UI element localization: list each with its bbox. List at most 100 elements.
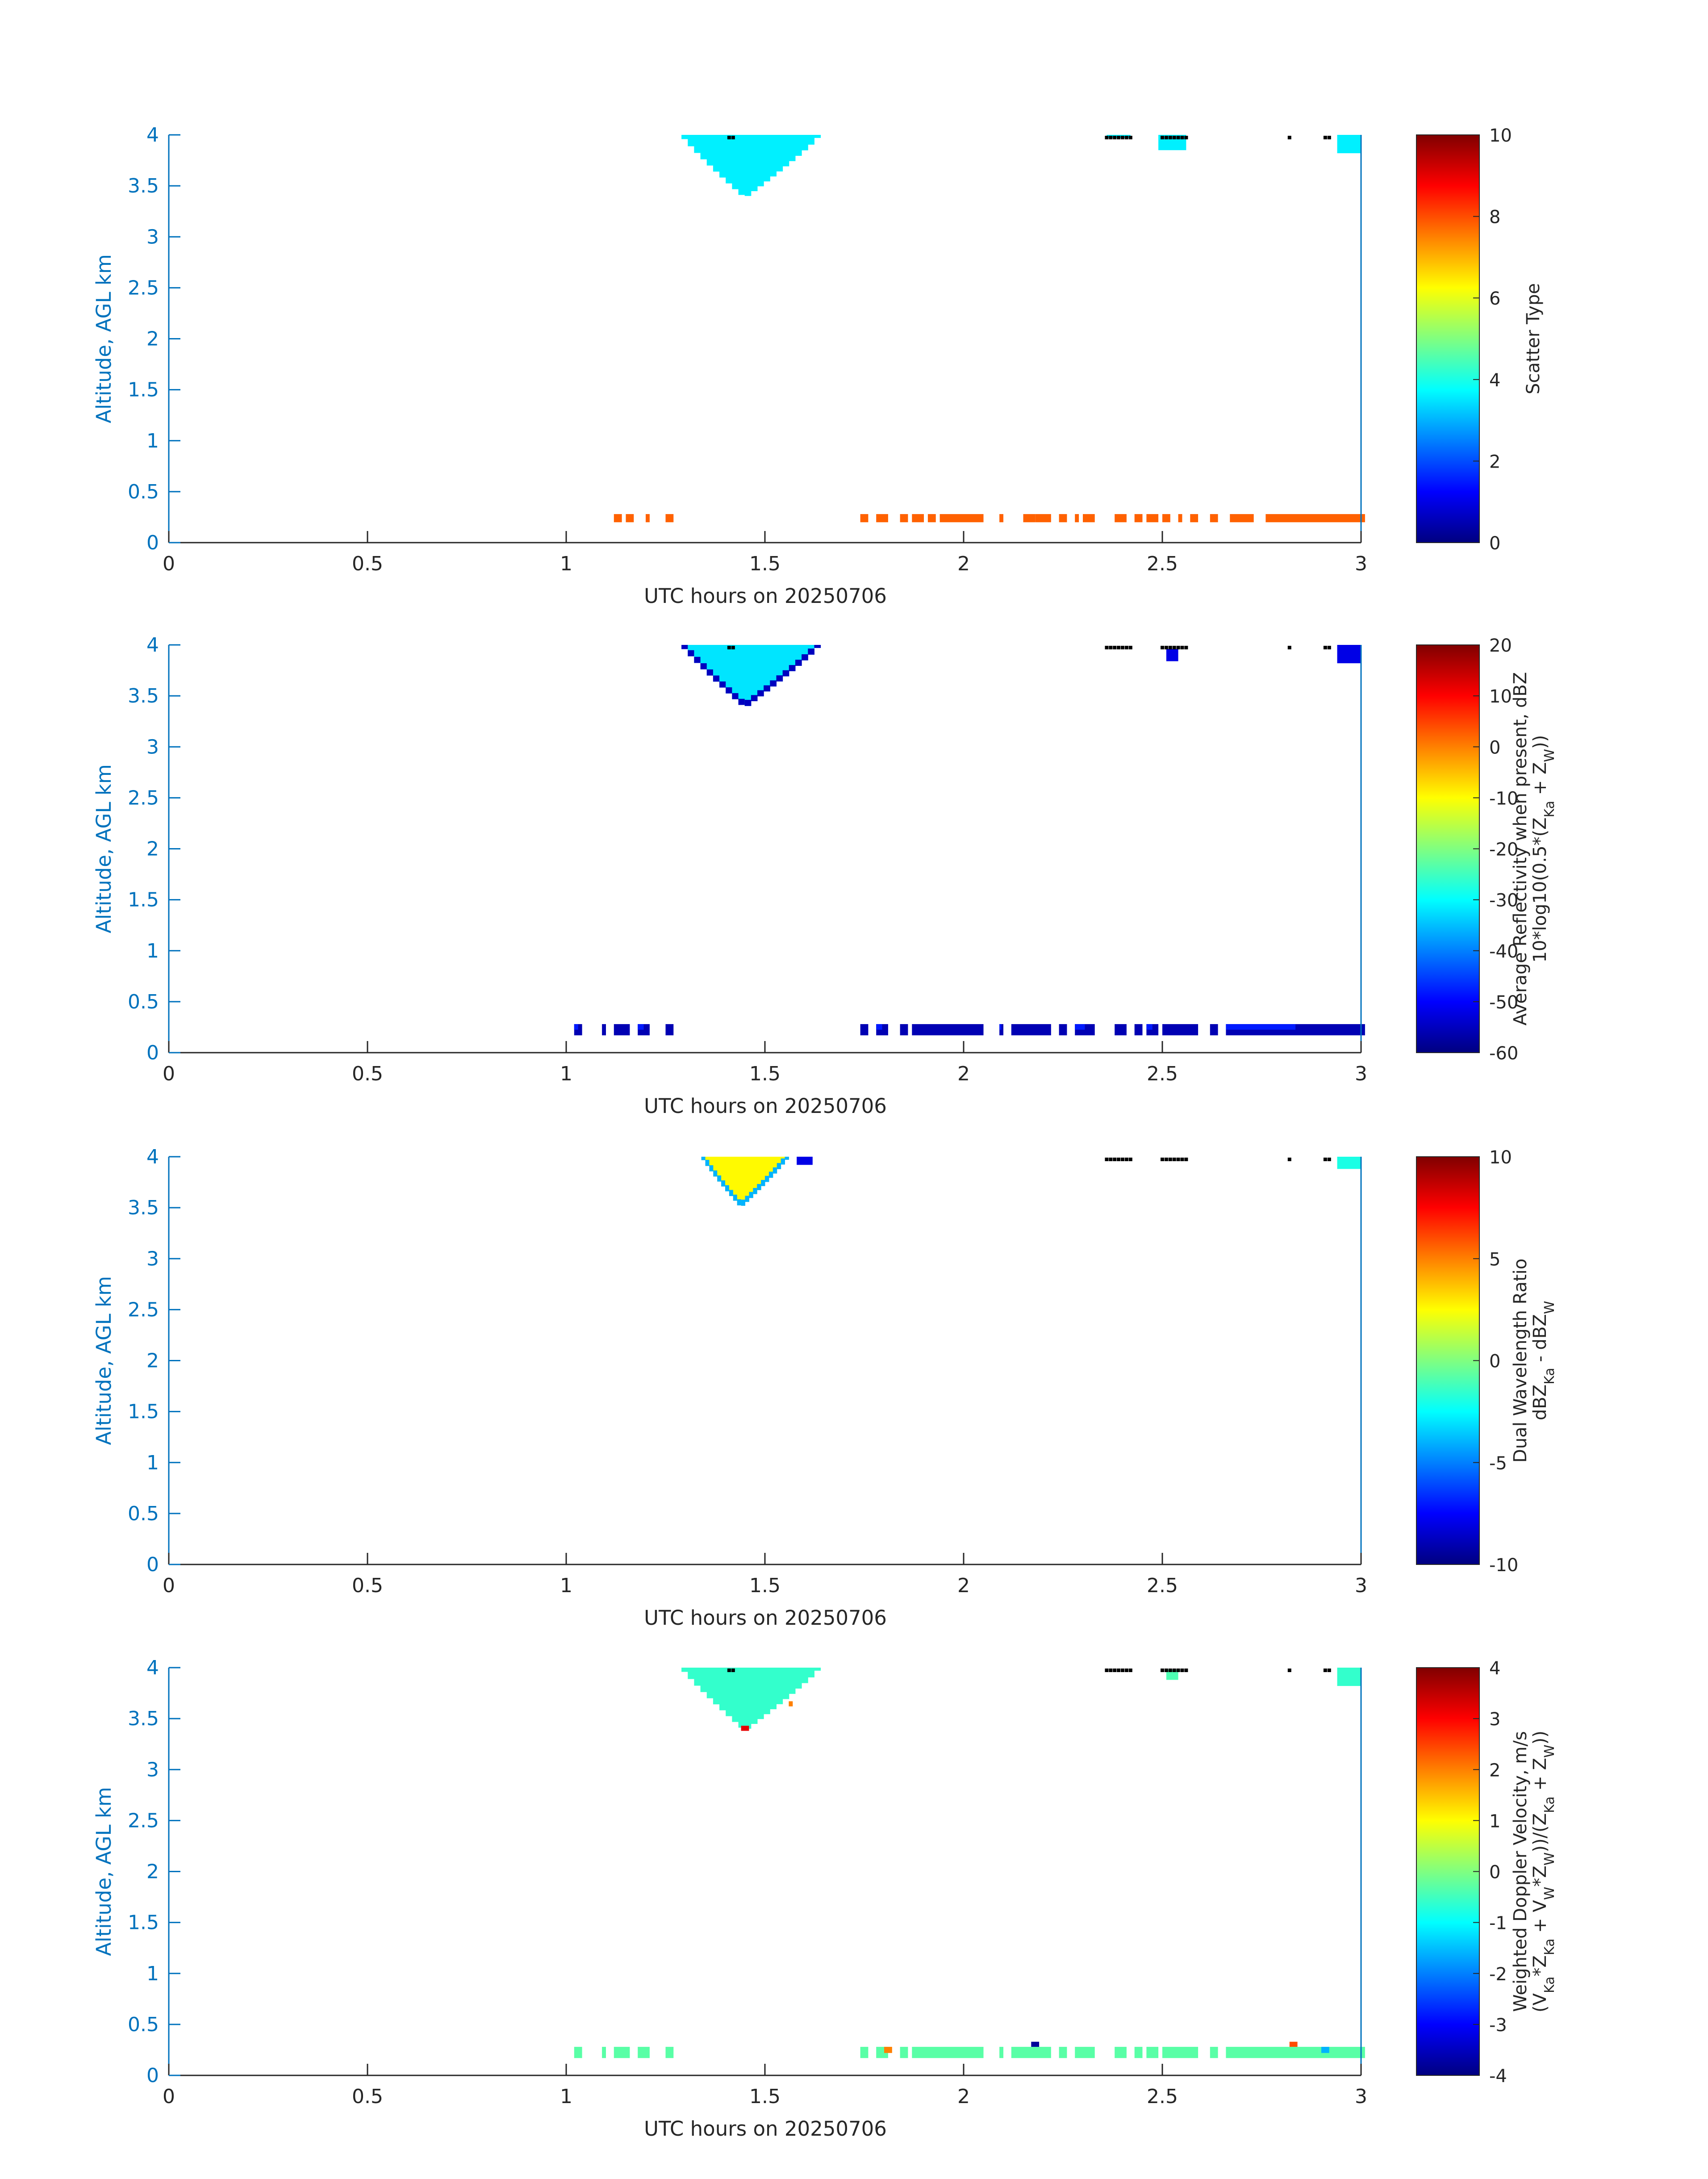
dot-marker xyxy=(1109,136,1113,139)
cloud-column xyxy=(814,135,821,138)
colorbar-label: Average Reflectivity when present, dBZ xyxy=(1510,672,1531,1025)
x-tick-label: 3 xyxy=(1355,1574,1367,1597)
y-tick-label: 0.5 xyxy=(128,2013,159,2036)
x-axis-label: UTC hours on 20250706 xyxy=(644,2117,887,2141)
colorbar-tick-label: -10 xyxy=(1489,788,1518,809)
band-segment xyxy=(1059,514,1067,523)
dot-marker xyxy=(1109,1158,1113,1161)
band-segment xyxy=(927,514,936,523)
cloud-column xyxy=(729,1157,734,1196)
colorbar-tick-label: -2 xyxy=(1489,1964,1507,1985)
echo-cell xyxy=(741,1726,749,1731)
cloud-edge-cell xyxy=(773,1167,777,1174)
band-segment xyxy=(860,514,869,523)
y-tick-label: 2.5 xyxy=(128,786,159,809)
y-tick-label: 4 xyxy=(146,1146,159,1168)
cloud-column xyxy=(744,645,752,706)
dot-marker xyxy=(1323,136,1327,139)
colorbar-tick-label: 0 xyxy=(1489,533,1500,554)
echo-patch xyxy=(1166,649,1178,661)
cloud-column xyxy=(751,645,758,702)
band-segment xyxy=(1115,2047,1127,2058)
cloud-edge-cell xyxy=(757,690,764,697)
dot-marker xyxy=(1117,136,1121,139)
dot-marker xyxy=(727,136,731,139)
cloud-column xyxy=(757,645,764,697)
cloud-edge-cell xyxy=(765,1175,769,1182)
dot-marker xyxy=(1121,646,1124,649)
dot-marker xyxy=(1172,136,1176,139)
cloud-column xyxy=(764,135,770,182)
y-tick-label: 0.5 xyxy=(128,1502,159,1525)
cloud-column xyxy=(753,1157,757,1194)
cloud-edge-cell xyxy=(681,645,688,649)
cloud-column xyxy=(764,1668,770,1715)
colorbar-tick-label: 10 xyxy=(1489,1147,1512,1168)
cloud-edge-cell xyxy=(713,1170,718,1177)
band-segment xyxy=(614,514,622,523)
dot-marker xyxy=(1184,1669,1188,1672)
band-cell xyxy=(1226,1024,1296,1030)
colorbar-tick-label: -4 xyxy=(1489,2066,1507,2087)
cloud-edge-cell xyxy=(721,1180,726,1187)
y-tick-label: 1.5 xyxy=(128,1401,159,1423)
dot-marker xyxy=(1105,136,1109,139)
x-tick-label: 0.5 xyxy=(352,1574,383,1597)
dot-marker xyxy=(1180,1158,1184,1161)
band-segment xyxy=(876,514,888,523)
dot-marker xyxy=(1105,646,1109,649)
cloud-edge-cell xyxy=(737,1199,742,1205)
panel-2: 0 0.5 1 1.5 2 2.5 3 0 0.5 1 1.5 2 2.5 3 3.5 4 UTC hours … xyxy=(92,634,1558,1118)
band-cell xyxy=(876,1024,882,1030)
cloud-column xyxy=(808,135,814,145)
dot-marker xyxy=(727,1669,731,1672)
dot-marker xyxy=(1109,646,1113,649)
cloud-edge-cell xyxy=(700,663,707,669)
band-segment xyxy=(900,2047,908,2058)
y-tick-label: 0.5 xyxy=(128,991,159,1013)
dot-marker xyxy=(1161,646,1164,649)
colorbar xyxy=(1416,1667,1480,2076)
dot-marker xyxy=(1323,1669,1327,1672)
cloud-edge-cell xyxy=(781,1158,785,1165)
cloud-edge-cell xyxy=(757,1184,761,1190)
cloud-column xyxy=(726,645,732,694)
band-segment xyxy=(1210,514,1218,523)
dot-marker xyxy=(1184,136,1188,139)
dot-marker xyxy=(1168,136,1172,139)
y-tick-label: 2 xyxy=(146,1350,159,1372)
echo-patch xyxy=(1337,135,1361,154)
y-tick-label: 1.5 xyxy=(128,379,159,402)
x-tick-label: 0.5 xyxy=(352,552,383,575)
cloud-column xyxy=(765,1157,769,1182)
x-tick-label: 0 xyxy=(163,2085,175,2108)
cloud-column xyxy=(761,1157,765,1186)
dot-marker xyxy=(731,136,735,139)
x-tick-label: 0.5 xyxy=(352,2085,383,2108)
cloud-column xyxy=(745,1157,749,1202)
cloud-edge-cell xyxy=(745,1196,749,1202)
band-segment xyxy=(912,514,924,523)
cloud-column xyxy=(757,1668,764,1719)
dot-marker xyxy=(1176,1158,1180,1161)
dot-marker xyxy=(1323,1158,1327,1161)
y-tick-label: 1 xyxy=(146,1962,159,1985)
cloud-column xyxy=(782,1668,789,1699)
band-segment xyxy=(1115,514,1127,523)
y-tick-label: 3.5 xyxy=(128,1196,159,1219)
y-tick-label: 0 xyxy=(146,1041,159,1064)
colorbar-label: dBZKa - dBZW xyxy=(1530,1301,1558,1421)
dot-marker xyxy=(1168,1158,1172,1161)
cloud-column xyxy=(751,135,758,192)
y-tick-label: 1 xyxy=(146,1451,159,1474)
y-tick-label: 3 xyxy=(146,736,159,758)
dot-marker xyxy=(1117,646,1121,649)
x-axis-label: UTC hours on 20250706 xyxy=(644,1606,887,1630)
band-segment xyxy=(1115,1024,1127,1036)
y-tick-label: 0 xyxy=(146,531,159,554)
cloud-column xyxy=(741,1157,745,1206)
cloud-column xyxy=(776,1668,783,1704)
cloud-column xyxy=(737,1157,742,1205)
cloud-edge-cell xyxy=(761,1180,765,1186)
